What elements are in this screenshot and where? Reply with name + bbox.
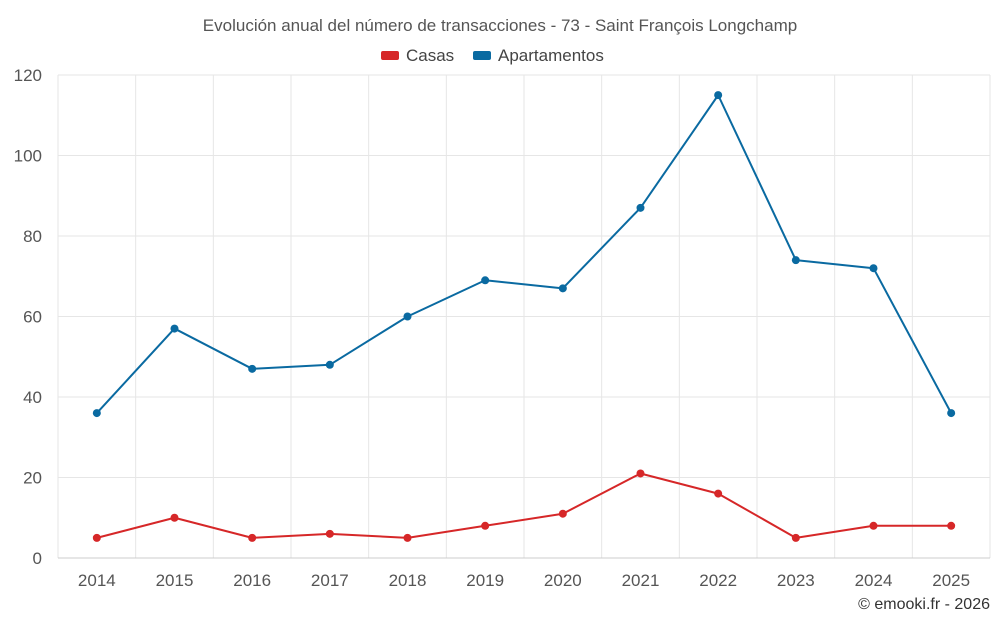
chart-title: Evolución anual del número de transaccio… [203,16,797,35]
data-point[interactable] [791,256,800,265]
data-point[interactable] [714,91,723,100]
series-line [96,472,952,539]
data-point[interactable] [92,409,101,418]
data-point[interactable] [170,324,179,333]
data-point[interactable] [558,284,567,293]
y-tick-label: 100 [14,147,42,166]
x-tick-label: 2022 [699,571,737,590]
x-tick-label: 2021 [622,571,660,590]
data-point[interactable] [869,264,878,273]
data-point[interactable] [636,203,645,212]
x-tick-label: 2020 [544,571,582,590]
x-tick-label: 2017 [311,571,349,590]
data-point[interactable] [248,364,257,373]
legend-item-apartamentos[interactable]: Apartamentos [473,46,604,65]
data-point[interactable] [947,409,956,418]
credit: © emooki.fr - 2026 [858,596,990,613]
data-point[interactable] [636,469,645,478]
y-tick-label: 0 [33,549,42,568]
data-point[interactable] [170,513,179,522]
data-point[interactable] [403,533,412,542]
grid [57,74,991,559]
legend-item-casas[interactable]: Casas [381,46,454,65]
y-axis: 0 20 40 60 80 100 120 [14,66,42,568]
x-tick-label: 2025 [932,571,970,590]
data-point[interactable] [714,489,723,498]
series-apartamentos [92,91,956,418]
data-point[interactable] [791,533,800,542]
x-tick-label: 2018 [389,571,427,590]
data-point[interactable] [558,509,567,518]
y-tick-label: 60 [23,308,42,327]
data-point[interactable] [248,533,257,542]
x-tick-label: 2014 [78,571,116,590]
y-tick-label: 20 [23,469,42,488]
y-tick-label: 120 [14,66,42,85]
y-tick-label: 80 [23,227,42,246]
x-axis: 2014 2015 2016 2017 2018 2019 2020 2021 2022 2023… [58,557,990,590]
legend-swatch [473,51,491,60]
y-tick-label: 40 [23,388,42,407]
legend-label: Casas [406,46,454,65]
data-point[interactable] [92,533,101,542]
legend: Casas Apartamentos [381,46,604,65]
legend-swatch [381,51,399,60]
data-point[interactable] [869,521,878,530]
data-point[interactable] [325,529,334,538]
x-tick-label: 2019 [466,571,504,590]
data-point[interactable] [947,521,956,530]
data-point[interactable] [325,360,334,369]
data-point[interactable] [403,312,412,321]
data-point[interactable] [481,521,490,530]
legend-label: Apartamentos [498,46,604,65]
x-tick-label: 2023 [777,571,815,590]
series-casas [92,469,956,542]
x-tick-label: 2015 [156,571,194,590]
x-tick-label: 2024 [855,571,893,590]
data-point[interactable] [481,276,490,285]
series-layer [92,91,956,542]
x-tick-label: 2016 [233,571,271,590]
series-line [96,94,953,414]
